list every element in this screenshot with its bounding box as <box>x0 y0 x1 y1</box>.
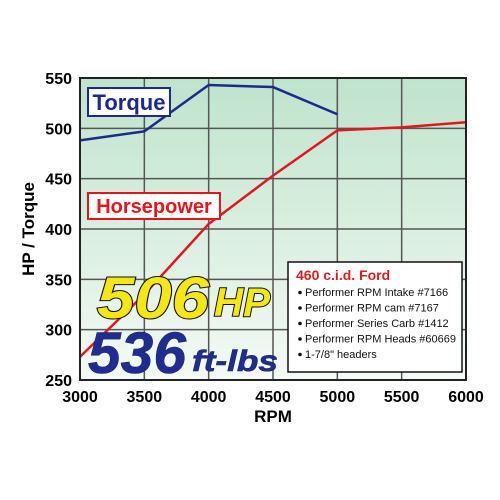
x-tick-label: 4500 <box>255 389 291 406</box>
spec-item: Performer RPM Heads #60669 <box>305 334 456 346</box>
x-tick-label: 6000 <box>448 389 484 406</box>
series-label-box <box>87 192 221 220</box>
y-tick-label: 550 <box>45 71 72 88</box>
spec-item: Performer RPM cam #7167 <box>305 303 439 315</box>
bullet <box>298 321 302 326</box>
torque-unit: ft-lbs <box>192 345 278 378</box>
bullet <box>298 306 302 310</box>
hp-value: 506 <box>97 266 210 331</box>
series-label: Torque <box>93 90 166 115</box>
y-tick-label: 250 <box>45 373 72 390</box>
spec-box <box>287 261 463 373</box>
plot-frame <box>79 77 467 381</box>
x-tick-label: 3000 <box>62 389 98 406</box>
x-axis-label: RPM <box>254 407 292 426</box>
bullet <box>298 352 302 357</box>
torque-value: 536 <box>88 321 187 386</box>
series-line <box>79 121 467 358</box>
bullet <box>298 290 302 295</box>
series-label: Horsepower <box>96 196 212 218</box>
spec-title: 460 c.i.d. Ford <box>296 267 390 283</box>
x-tick-label: 4000 <box>191 389 227 406</box>
x-tick-label: 5500 <box>384 389 420 406</box>
x-tick-label: 3500 <box>127 389 163 406</box>
spec-item: 1-7/8" headers <box>305 349 377 361</box>
bullet <box>298 337 302 341</box>
y-tick-label: 300 <box>45 323 72 340</box>
spec-item: Performer RPM Intake #7166 <box>305 287 448 299</box>
y-axis-label: HP / Torque <box>19 182 38 276</box>
series-label-box <box>87 87 171 117</box>
spec-item: Performer Series Carb #1412 <box>305 318 449 330</box>
y-tick-label: 350 <box>45 272 72 289</box>
hp-unit: HP <box>214 281 270 325</box>
y-tick-label: 400 <box>45 222 72 239</box>
y-tick-label: 500 <box>45 121 72 138</box>
x-tick-label: 5000 <box>320 389 356 406</box>
y-tick-label: 450 <box>45 172 72 189</box>
